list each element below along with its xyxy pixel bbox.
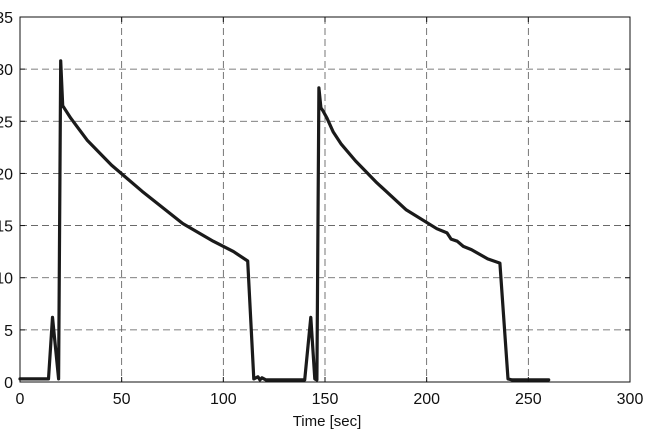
series-line-0 xyxy=(18,59,551,382)
tick-marks xyxy=(19,16,631,383)
x-tick-label: 100 xyxy=(210,391,237,408)
x-axis-label: Time [sec] xyxy=(293,413,362,430)
y-tick-label: 5 xyxy=(4,323,13,340)
y-tick-label: 25 xyxy=(0,114,13,131)
y-tick-label: 20 xyxy=(0,166,13,183)
y-tick-label: 10 xyxy=(0,271,13,288)
y-tick-labels: 0 5 10 15 20 25 30 35 xyxy=(0,10,13,392)
x-tick-labels: 0 50 100 150 200 250 300 xyxy=(16,391,644,408)
y-tick-label: 0 xyxy=(4,375,13,392)
y-tick-label: 15 xyxy=(0,219,13,236)
y-tick-label: 35 xyxy=(0,10,13,27)
x-tick-label: 200 xyxy=(413,391,440,408)
y-tick-label: 30 xyxy=(0,62,13,79)
x-tick-label: 50 xyxy=(113,391,131,408)
x-tick-label: 0 xyxy=(16,391,25,408)
series-layer xyxy=(18,59,551,382)
x-tick-label: 300 xyxy=(617,391,644,408)
x-tick-label: 150 xyxy=(312,391,339,408)
x-tick-label: 250 xyxy=(515,391,542,408)
